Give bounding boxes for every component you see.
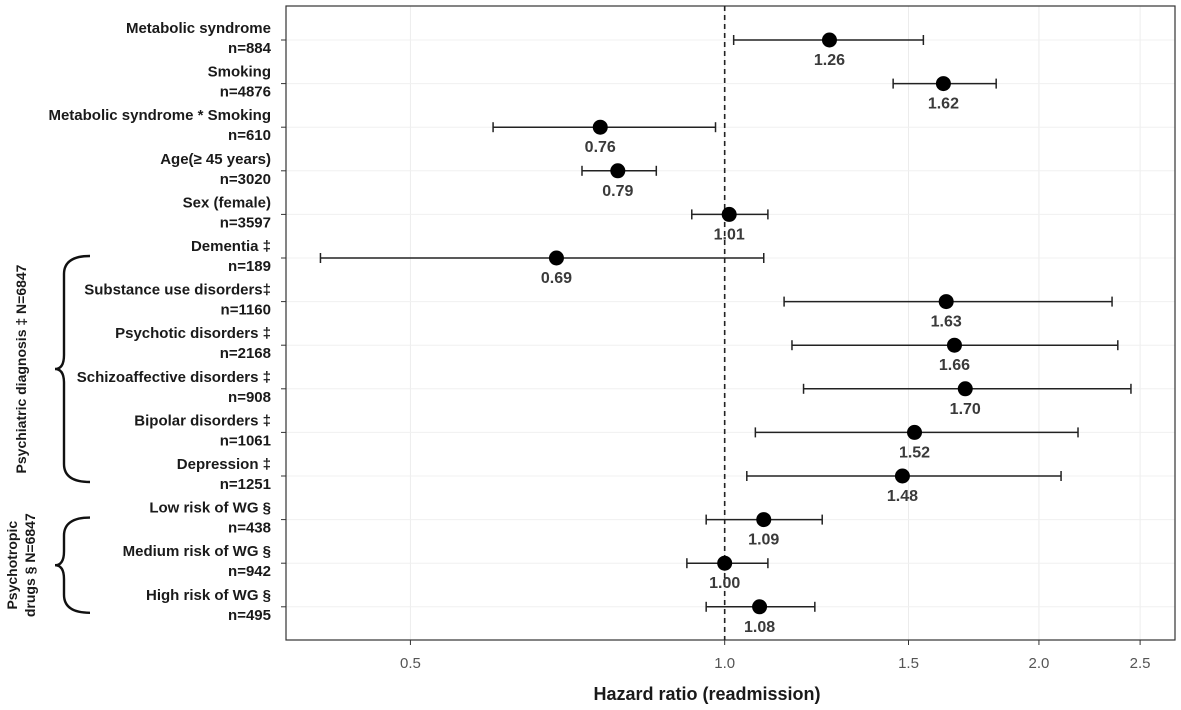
x-axis: 0.5 1.0 1.5 2.0 2.5 [400, 640, 1151, 672]
forest-row: Metabolic syndrome n=884 1.26 [126, 20, 925, 69]
row-label: Medium risk of WG § [123, 543, 271, 560]
row-label: Smoking [208, 64, 271, 81]
hr-value-label: 1.66 [939, 357, 970, 374]
row-n-label: n=2168 [220, 345, 271, 362]
hr-value-label: 1.63 [931, 314, 962, 331]
hr-point [756, 512, 772, 528]
hr-point [946, 337, 962, 353]
row-label: Psychotic disorders ‡ [115, 325, 271, 342]
hr-point [938, 294, 954, 310]
row-n-label: n=4876 [220, 84, 271, 101]
hr-value-label: 1.09 [748, 532, 779, 549]
hr-value-label: 1.62 [928, 96, 959, 113]
forest-row: Substance use disorders‡ n=1160 1.63 [84, 282, 1113, 331]
row-label: Metabolic syndrome * Smoking [48, 107, 271, 124]
row-n-label: n=1061 [220, 432, 271, 449]
row-n-label: n=495 [228, 607, 271, 624]
row-label: Schizoaffective disorders ‡ [77, 369, 271, 386]
plot-panel [285, 5, 1176, 641]
hr-value-label: 1.48 [887, 488, 918, 505]
forest-row: Dementia ‡ n=189 0.69 [191, 238, 765, 287]
row-label: High risk of WG § [146, 587, 271, 604]
row-label: Metabolic syndrome [126, 20, 271, 37]
row-n-label: n=610 [228, 127, 271, 144]
forest-row: Metabolic syndrome * Smoking n=610 0.76 [48, 107, 717, 156]
group-brace [54, 254, 91, 484]
row-label: Bipolar disorders ‡ [134, 412, 271, 429]
x-tick-label: 2.0 [1029, 655, 1050, 672]
row-label: Dementia ‡ [191, 238, 271, 255]
row-group: Psychiatric diagnosis ‡ N=6847 [13, 254, 91, 484]
hr-point [907, 424, 923, 440]
row-groups: Psychiatric diagnosis ‡ N=6847 Psychotrop… [4, 254, 91, 617]
x-tick-label: 1.5 [898, 655, 919, 672]
hr-value-label: 0.76 [585, 139, 616, 156]
row-n-label: n=3597 [220, 214, 271, 231]
forest-row: Bipolar disorders ‡ n=1061 1.52 [134, 412, 1079, 461]
hr-value-label: 1.26 [814, 52, 845, 69]
x-tick-label: 1.0 [714, 655, 735, 672]
hr-point [821, 32, 837, 48]
hr-point [610, 163, 626, 179]
row-n-label: n=1160 [221, 302, 271, 319]
hr-value-label: 1.52 [899, 444, 930, 461]
row-n-label: n=438 [228, 520, 271, 537]
hr-point [717, 555, 733, 571]
forest-row: Depression ‡ n=1251 1.48 [177, 456, 1062, 505]
row-n-label: n=884 [228, 40, 272, 57]
row-n-label: n=1251 [220, 476, 271, 493]
forest-row: Age(≥ 45 years) n=3020 0.79 [160, 151, 658, 200]
row-n-label: n=942 [228, 563, 271, 580]
hr-value-label: 0.79 [602, 183, 633, 200]
forest-row: Schizoaffective disorders ‡ n=908 1.70 [77, 369, 1132, 418]
row-label: Sex (female) [183, 194, 271, 211]
grid-layer [286, 6, 1175, 640]
row-n-label: n=3020 [220, 171, 271, 188]
hr-point [752, 599, 768, 615]
hr-point [894, 468, 910, 484]
hr-value-label: 1.08 [744, 619, 775, 636]
group-label: Psychiatric diagnosis ‡ N=6847 [13, 264, 29, 473]
group-label: drugs § N=6847 [22, 513, 38, 617]
x-axis-title: Hazard ratio (readmission) [593, 684, 820, 704]
row-label: Low risk of WG § [149, 500, 271, 517]
row-label: Depression ‡ [177, 456, 271, 473]
forest-row: Smoking n=4876 1.62 [208, 64, 997, 113]
forest-row: Low risk of WG § n=438 1.09 [149, 500, 823, 549]
forest-row: Psychotic disorders ‡ n=2168 1.66 [115, 325, 1119, 374]
forest-row: Sex (female) n=3597 1.01 [183, 194, 769, 243]
group-label: Psychotropic [4, 521, 20, 610]
forest-row: High risk of WG § n=495 1.08 [146, 587, 816, 636]
hr-point [548, 250, 564, 266]
x-tick-label: 2.5 [1130, 655, 1151, 672]
forest-row: Medium risk of WG § n=942 1.00 [123, 543, 769, 592]
hr-value-label: 1.00 [709, 575, 740, 592]
hr-value-label: 0.69 [541, 270, 572, 287]
hr-point [721, 206, 737, 222]
hr-point [935, 76, 951, 92]
row-n-label: n=908 [228, 389, 271, 406]
group-brace [54, 516, 91, 614]
x-tick-label: 0.5 [400, 655, 421, 672]
hr-point [592, 119, 608, 135]
hr-value-label: 1.70 [950, 401, 981, 418]
row-label: Substance use disorders‡ [84, 282, 271, 299]
row-group: Psychotropic drugs § N=6847 [4, 513, 91, 617]
row-n-label: n=189 [228, 258, 271, 275]
hr-point [957, 381, 973, 397]
hr-value-label: 1.01 [714, 226, 745, 243]
forest-rows: Metabolic syndrome n=884 1.26 Smoking n=4876… [48, 20, 1132, 636]
row-label: Age(≥ 45 years) [160, 151, 271, 168]
